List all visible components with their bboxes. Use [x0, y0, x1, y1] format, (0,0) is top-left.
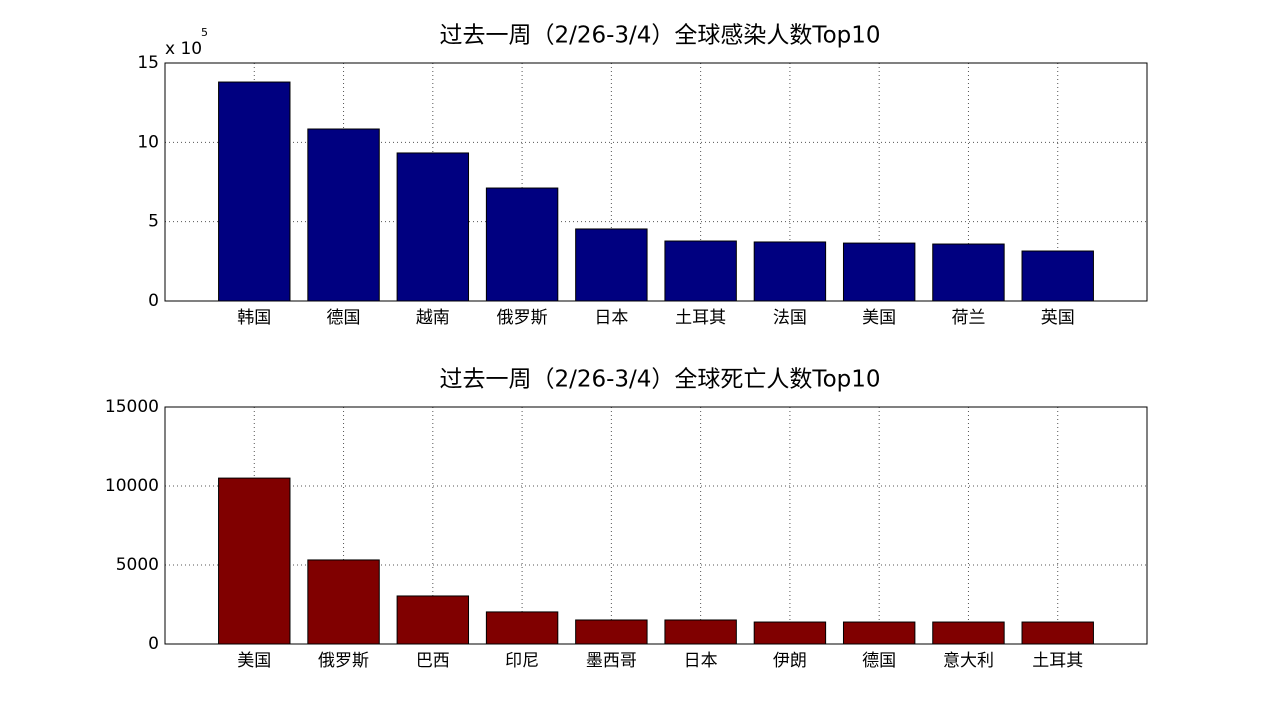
x-tick-label: 美国	[862, 308, 896, 328]
y-multiplier-exponent: 5	[201, 26, 208, 39]
x-tick-label: 印尼	[505, 651, 539, 671]
chart-title: 过去一周（2/26-3/4）全球死亡人数Top10	[439, 367, 880, 393]
y-tick-label: 0	[148, 634, 159, 654]
x-tick-label: 土耳其	[1032, 651, 1083, 671]
bar	[932, 621, 1005, 645]
x-tick-label: 日本	[684, 651, 718, 671]
bar	[842, 621, 916, 645]
bar	[218, 81, 291, 302]
bar	[307, 128, 380, 302]
x-tick-label: 美国	[237, 651, 271, 671]
bar	[485, 187, 559, 302]
bar	[753, 621, 827, 645]
x-tick-label: 伊朗	[773, 651, 807, 671]
y-tick-label: 10000	[105, 476, 159, 496]
bar	[842, 242, 916, 302]
x-tick-label: 荷兰	[951, 308, 985, 328]
x-tick-label: 越南	[416, 308, 450, 328]
bar	[218, 477, 291, 645]
y-tick-label: 15	[137, 53, 159, 73]
x-tick-label: 俄罗斯	[318, 651, 369, 671]
y-tick-label: 0	[148, 291, 159, 311]
x-tick-label: 法国	[773, 308, 807, 328]
bar	[485, 611, 559, 645]
y-tick-label: 15000	[105, 397, 159, 417]
x-tick-label: 日本	[594, 308, 628, 328]
bar	[396, 152, 470, 302]
y-tick-label: 10	[137, 132, 159, 152]
x-tick-label: 意大利	[943, 651, 994, 671]
x-tick-label: 土耳其	[675, 308, 726, 328]
x-tick-label: 韩国	[237, 308, 271, 328]
y-multiplier: x 10	[165, 39, 202, 59]
bar	[1021, 621, 1094, 645]
x-tick-label: 德国	[862, 651, 896, 671]
bar	[664, 619, 737, 645]
y-tick-label: 5000	[116, 555, 159, 575]
bar	[1021, 250, 1094, 302]
bar	[396, 595, 470, 645]
bar	[753, 241, 827, 302]
x-tick-label: 墨西哥	[586, 651, 637, 671]
x-tick-label: 巴西	[416, 651, 450, 671]
bar	[664, 240, 737, 302]
plot-frame	[164, 406, 1148, 645]
x-tick-label: 英国	[1041, 308, 1075, 328]
bar	[932, 243, 1005, 302]
x-tick-label: 德国	[327, 308, 361, 328]
y-tick-label: 5	[148, 212, 159, 232]
bar	[575, 228, 648, 302]
bar	[575, 619, 648, 645]
x-tick-label: 俄罗斯	[497, 308, 548, 328]
bar	[307, 559, 380, 645]
plot-frame	[164, 62, 1148, 302]
chart-title: 过去一周（2/26-3/4）全球感染人数Top10	[439, 23, 880, 49]
